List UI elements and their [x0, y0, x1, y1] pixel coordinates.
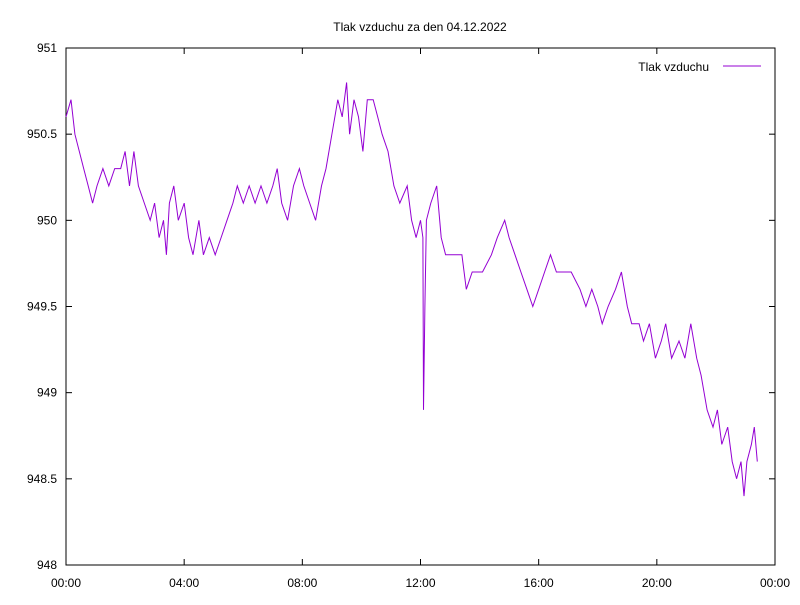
series-line-tlak-vzduchu	[65, 82, 758, 497]
x-tick-label: 08:00	[287, 576, 317, 590]
series-layer	[65, 82, 758, 497]
x-tick-label: 12:00	[405, 576, 435, 590]
x-tick-label: 04:00	[169, 576, 199, 590]
y-tick-label: 948.5	[27, 472, 57, 486]
chart-title: Tlak vzduchu za den 04.12.2022	[333, 20, 507, 34]
axes: 948 948.5 949 949.5 950 950.5 951 00:00 04:00 08:…	[27, 41, 790, 590]
legend: Tlak vzduchu	[638, 60, 761, 74]
y-tick-label: 951	[37, 41, 57, 55]
x-tick-label: 00:00	[51, 576, 81, 590]
y-tick-label: 948	[37, 558, 57, 572]
y-tick-label: 950.5	[27, 127, 57, 141]
x-tick-label: 20:00	[642, 576, 672, 590]
x-tick-label: 00:00	[760, 576, 790, 590]
y-tick-label: 949.5	[27, 300, 57, 314]
y-tick-label: 949	[37, 386, 57, 400]
y-tick-label: 950	[37, 213, 57, 227]
legend-label: Tlak vzduchu	[638, 60, 709, 74]
x-tick-label: 16:00	[524, 576, 554, 590]
